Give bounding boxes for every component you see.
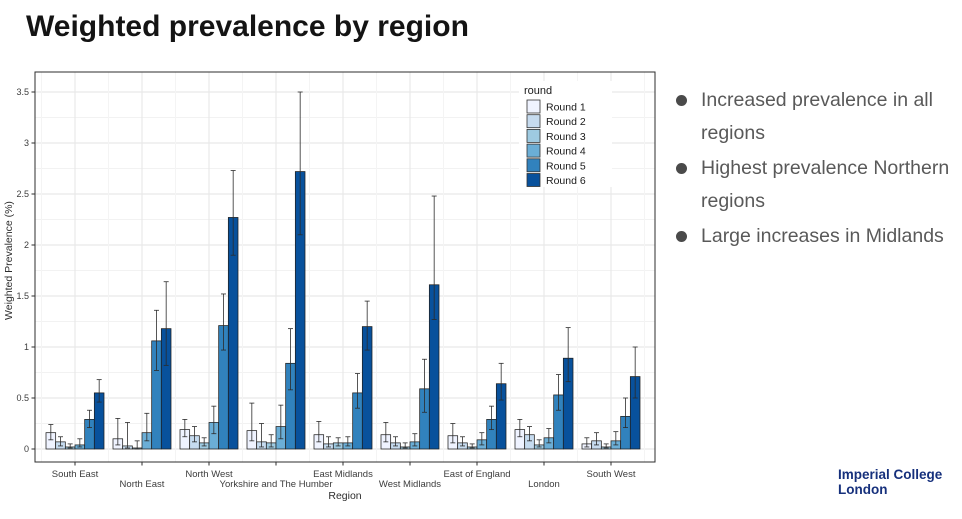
imperial-college-logo: Imperial College London	[838, 467, 942, 497]
legend-label: Round 3	[546, 131, 586, 143]
y-tick-label: 0.5	[16, 393, 29, 403]
bullet-dot-icon	[676, 95, 687, 106]
y-axis-title: Weighted Prevalence (%)	[3, 201, 15, 320]
bullet-dot-icon	[676, 163, 687, 174]
bullet-text: Large increases in Midlands	[701, 225, 944, 247]
logo-line2: London	[838, 482, 888, 497]
legend-swatch-round-2	[526, 114, 541, 129]
page-title: Weighted prevalence by region	[26, 10, 469, 43]
x-tick-label: Yorkshire and The Humber	[219, 479, 332, 490]
legend-label: Round 1	[546, 102, 586, 114]
x-tick-label: South West	[587, 469, 636, 480]
y-tick-label: 2	[24, 240, 29, 250]
legend-swatch-round-6	[526, 173, 541, 187]
bullet-text: Highest prevalence Northern regions	[701, 157, 950, 212]
bullet-text: Increased prevalence in all regions	[701, 89, 933, 144]
plot-border	[34, 71, 656, 463]
x-tick-label: London	[528, 479, 560, 490]
bullet-item: Increased prevalence in all regions	[676, 84, 962, 150]
x-tick-label: North East	[120, 479, 165, 490]
bullet-item: Highest prevalence Northern regions	[676, 152, 962, 218]
legend-title: round	[524, 85, 552, 97]
legend-label: Round 6	[546, 175, 586, 187]
x-tick-label: South East	[52, 469, 99, 480]
x-axis-title: Region	[328, 490, 361, 502]
y-tick-label: 0	[24, 444, 29, 454]
y-tick-label: 1.5	[16, 291, 29, 301]
bullet-item: Large increases in Midlands	[676, 220, 962, 253]
bullet-dot-icon	[676, 231, 687, 242]
legend-label: Round 5	[546, 160, 586, 172]
legend-swatch-round-5	[526, 158, 541, 173]
legend-label: Round 4	[546, 146, 586, 158]
legend-swatch-round-3	[526, 128, 541, 143]
legend-swatch-round-1	[526, 99, 541, 114]
y-tick-label: 1	[24, 342, 29, 352]
legend-swatch-round-4	[526, 143, 541, 158]
prevalence-bar-chart: 0 0.5 1 1.5 2 2.5 3 3.5 South East North East Nort…	[3, 71, 656, 502]
x-tick-label: North West	[185, 469, 233, 480]
bullet-list: Increased prevalence in all regions High…	[676, 84, 962, 255]
logo-line1: Imperial College	[838, 467, 943, 482]
x-tick-label: West Midlands	[379, 479, 441, 490]
y-tick-label: 3	[24, 138, 29, 148]
y-tick-label: 3.5	[16, 87, 29, 97]
y-tick-label: 2.5	[16, 189, 29, 199]
x-tick-label: East Midlands	[313, 469, 373, 480]
legend-label: Round 2	[546, 116, 586, 128]
x-tick-label: East of England	[443, 469, 510, 480]
